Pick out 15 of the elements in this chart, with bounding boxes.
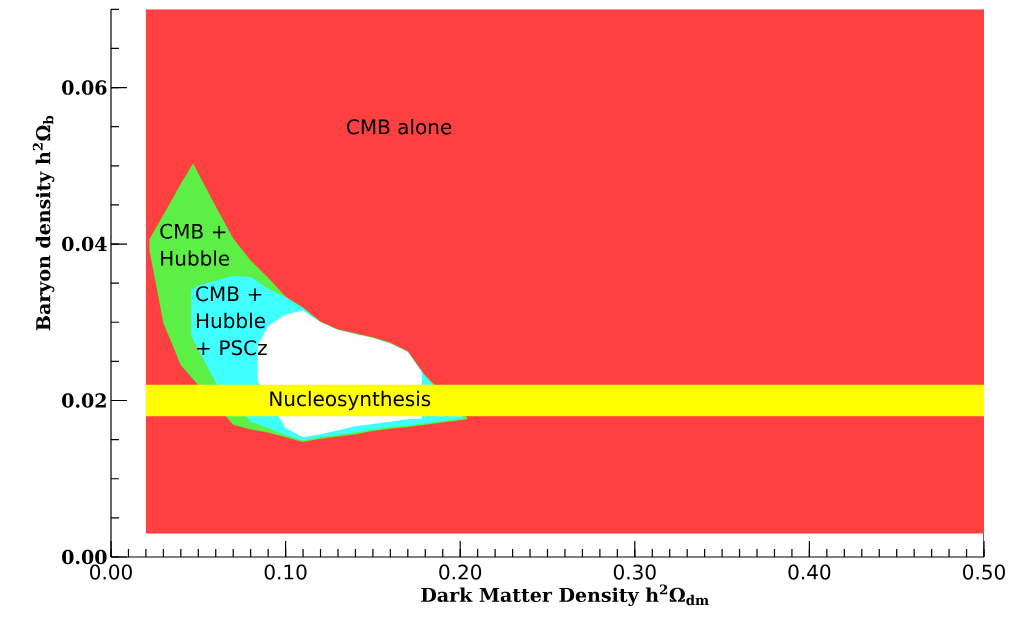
x-tick-label: 0.40 (788, 564, 831, 580)
x-tick-label: 0.30 (613, 564, 656, 580)
x-tick-label: 0.00 (90, 564, 132, 580)
series-label: CMB alone (347, 118, 452, 135)
y-tick-label: 0.06 (62, 80, 107, 95)
x-tick-label: 0.10 (264, 564, 307, 580)
y-tick-label: 0.00 (62, 549, 107, 565)
x-tick-label: 0.50 (963, 564, 1005, 580)
y-tick-label: 0.02 (62, 393, 106, 408)
series-label: CMB + Hubble (160, 223, 230, 266)
x-tick-label: 0.20 (439, 564, 482, 580)
x-axis-title: Dark Matter Density h$^{2}$Ω$_{dm}$ (421, 584, 709, 607)
series-label: Nucleosynthesis (270, 390, 431, 411)
y-tick-label: 0.04 (62, 236, 107, 252)
y-axis-title: Baryon density h$^{2}$Ω$_{b}$ (32, 115, 55, 331)
